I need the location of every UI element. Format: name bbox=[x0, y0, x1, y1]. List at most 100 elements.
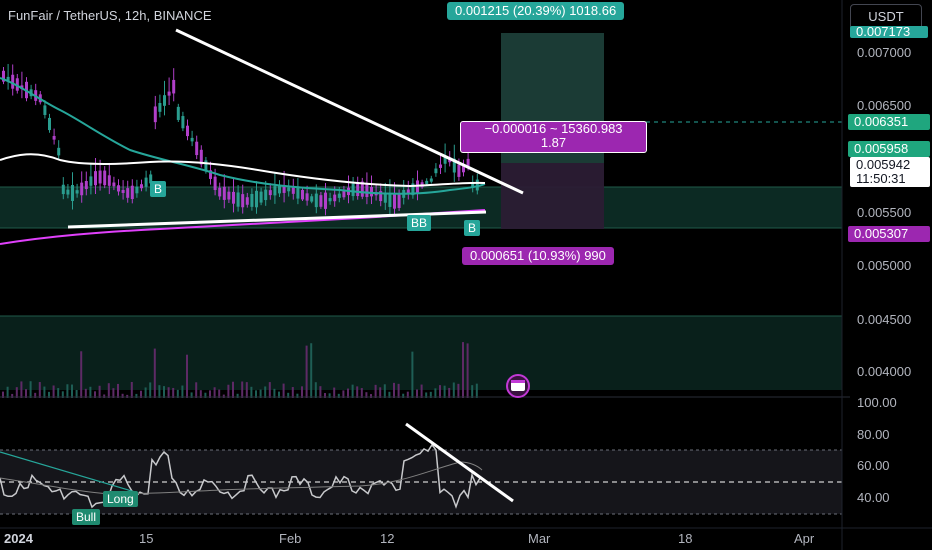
candle-body bbox=[245, 197, 249, 205]
candle-body bbox=[236, 192, 240, 207]
candle-body bbox=[305, 193, 309, 201]
signal-b-left: B bbox=[150, 181, 167, 197]
volume-bar bbox=[48, 391, 50, 398]
volume-bar bbox=[75, 389, 78, 398]
volume-bar bbox=[6, 386, 9, 398]
volume-bars bbox=[2, 342, 478, 398]
candle-body bbox=[112, 182, 116, 187]
volume-bar bbox=[420, 384, 423, 398]
candle-body bbox=[75, 190, 79, 194]
candle-body bbox=[282, 185, 286, 193]
candle-body bbox=[190, 137, 194, 142]
volume-bar bbox=[103, 394, 106, 398]
candle-body bbox=[379, 191, 383, 202]
volume-bar bbox=[25, 389, 27, 398]
signal-bull: Bull bbox=[72, 509, 101, 525]
time-tick-2024: 2024 bbox=[4, 531, 33, 546]
candle-body bbox=[140, 184, 143, 189]
candle-body bbox=[328, 198, 332, 202]
volume-bar bbox=[416, 389, 418, 398]
volume-bar bbox=[204, 392, 207, 398]
volume-bar bbox=[383, 384, 386, 398]
candle-body bbox=[314, 193, 318, 208]
volume-bar bbox=[402, 393, 405, 398]
volume-bar bbox=[213, 387, 216, 398]
measure-upper-label: 0.001215 (20.39%) 1018.66 bbox=[447, 2, 625, 20]
candle-body bbox=[186, 125, 189, 137]
rsi-tick-100: 100.00 bbox=[857, 395, 897, 410]
volume-bar bbox=[397, 383, 400, 398]
candle-body bbox=[98, 170, 102, 184]
time-tick-15: 15 bbox=[139, 531, 154, 546]
candle-body bbox=[273, 186, 277, 196]
volume-bar bbox=[71, 384, 73, 398]
candle-body bbox=[466, 158, 470, 167]
volume-bar bbox=[255, 390, 257, 398]
time-tick-18: 18 bbox=[678, 531, 693, 546]
ema-green bbox=[0, 77, 486, 195]
measure-box-line2: 1.87 bbox=[540, 135, 567, 150]
volume-bar bbox=[471, 385, 474, 398]
candle-body bbox=[158, 102, 162, 112]
candle-body bbox=[443, 156, 447, 164]
time-tick-12: 12 bbox=[380, 531, 395, 546]
volume-bar bbox=[172, 387, 175, 398]
bar-countdown: 11:50:31 bbox=[856, 171, 906, 186]
candle-body bbox=[84, 181, 88, 190]
candle-body bbox=[195, 141, 199, 156]
candle-body bbox=[471, 182, 475, 188]
candle-body bbox=[232, 191, 235, 204]
volume-bar bbox=[287, 392, 290, 398]
volume-bar bbox=[314, 382, 317, 398]
volume-bar bbox=[360, 388, 363, 398]
volume-bar bbox=[176, 389, 179, 398]
volume-bar bbox=[374, 384, 377, 398]
candle-body bbox=[89, 176, 93, 186]
volume-bar bbox=[52, 385, 55, 398]
support-trendline[interactable] bbox=[67, 210, 487, 229]
volume-bar bbox=[121, 393, 124, 398]
rsi-band bbox=[0, 450, 842, 514]
candle-body bbox=[107, 175, 111, 186]
volume-bar bbox=[236, 393, 239, 398]
volume-bar bbox=[80, 351, 83, 398]
volume-bar bbox=[448, 387, 451, 398]
candle-body bbox=[167, 91, 171, 96]
volume-bar bbox=[144, 387, 147, 398]
candle-body bbox=[117, 185, 120, 192]
rsi-teal-trendline[interactable] bbox=[0, 451, 136, 493]
loss-zone[interactable] bbox=[501, 163, 604, 229]
candle-body bbox=[209, 170, 212, 179]
candle-body bbox=[397, 193, 401, 208]
volume-bar bbox=[452, 382, 455, 398]
candle-body bbox=[475, 179, 479, 191]
last-price: 0.005942 bbox=[856, 157, 911, 172]
symbol-title: FunFair / TetherUS, 12h, BINANCE bbox=[8, 8, 212, 23]
volume-bar bbox=[195, 382, 198, 398]
rsi-trendline[interactable] bbox=[405, 422, 514, 503]
volume-bar bbox=[227, 384, 230, 398]
volume-bar bbox=[29, 381, 32, 398]
candle-body bbox=[356, 182, 360, 197]
price-tick-0004500: 0.004500 bbox=[857, 312, 912, 327]
candle-body bbox=[342, 189, 346, 198]
volume-bar bbox=[411, 351, 414, 398]
price-tick-top: 0.007173 bbox=[850, 26, 928, 38]
price-tick-0005500: 0.005500 bbox=[857, 205, 912, 220]
volume-bar bbox=[38, 382, 41, 398]
volume-bar bbox=[356, 386, 359, 398]
candle-body bbox=[103, 170, 107, 186]
calendar-icon[interactable] bbox=[506, 374, 530, 398]
candle-body bbox=[457, 164, 461, 177]
candle-body bbox=[287, 187, 291, 192]
candle-body bbox=[48, 117, 51, 131]
candle-body bbox=[268, 190, 272, 196]
candle-body bbox=[462, 165, 465, 173]
candle-body bbox=[15, 78, 19, 91]
price-candles bbox=[2, 63, 479, 217]
candle-body bbox=[80, 182, 84, 196]
descending-trendline[interactable] bbox=[175, 28, 524, 195]
measure-box[interactable]: −0.000016 ~ 15360.983 1.87 bbox=[460, 121, 647, 153]
volume-bar bbox=[282, 383, 285, 398]
